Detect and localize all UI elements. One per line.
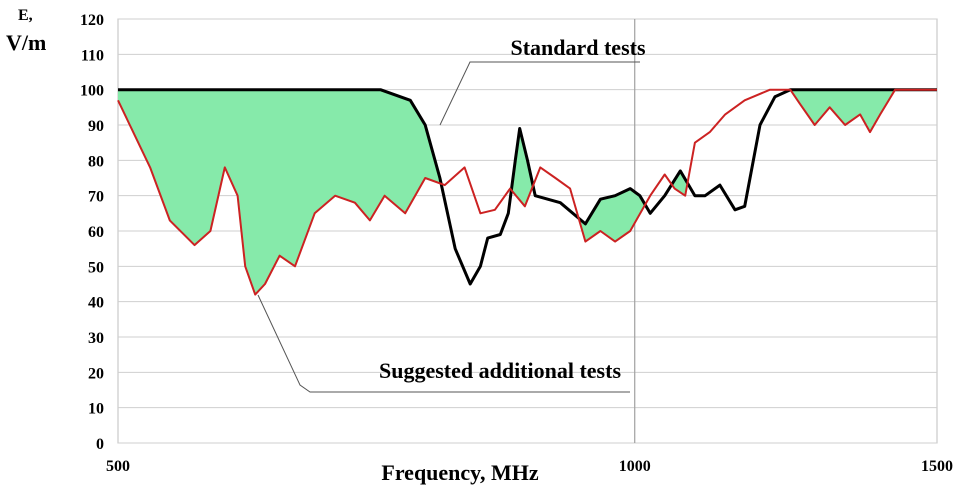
y-tick-label: 20 <box>88 365 104 382</box>
line <box>118 88 937 286</box>
y-tick-label: 110 <box>81 47 104 64</box>
y-tick-label: 80 <box>88 153 104 170</box>
leader-line <box>439 61 640 126</box>
x-axis-label: Frequency, MHz <box>381 460 538 485</box>
y-axis-label: V/m <box>6 30 46 55</box>
y-tick-label: 60 <box>88 224 104 241</box>
y-tick-label: 10 <box>88 401 104 418</box>
x-tick-label: 1000 <box>619 458 651 475</box>
leader-line <box>257 294 630 393</box>
x-tick-label: 500 <box>106 458 130 475</box>
y-tick-label: 90 <box>88 118 104 135</box>
x-tick-label: 1500 <box>921 458 953 475</box>
line <box>117 88 937 296</box>
y-tick-label: 120 <box>80 12 104 29</box>
y-tick-label: 100 <box>80 83 104 100</box>
annotation: Standard tests <box>510 35 646 60</box>
annotation: Suggested additional tests <box>379 358 621 383</box>
y-axis-label: E, <box>18 7 33 24</box>
y-tick-label: 0 <box>96 436 104 453</box>
y-tick-label: 70 <box>88 189 104 206</box>
y-tick-label: 30 <box>88 330 104 347</box>
y-tick-label: 40 <box>88 295 104 312</box>
y-tick-label: 50 <box>88 259 104 276</box>
